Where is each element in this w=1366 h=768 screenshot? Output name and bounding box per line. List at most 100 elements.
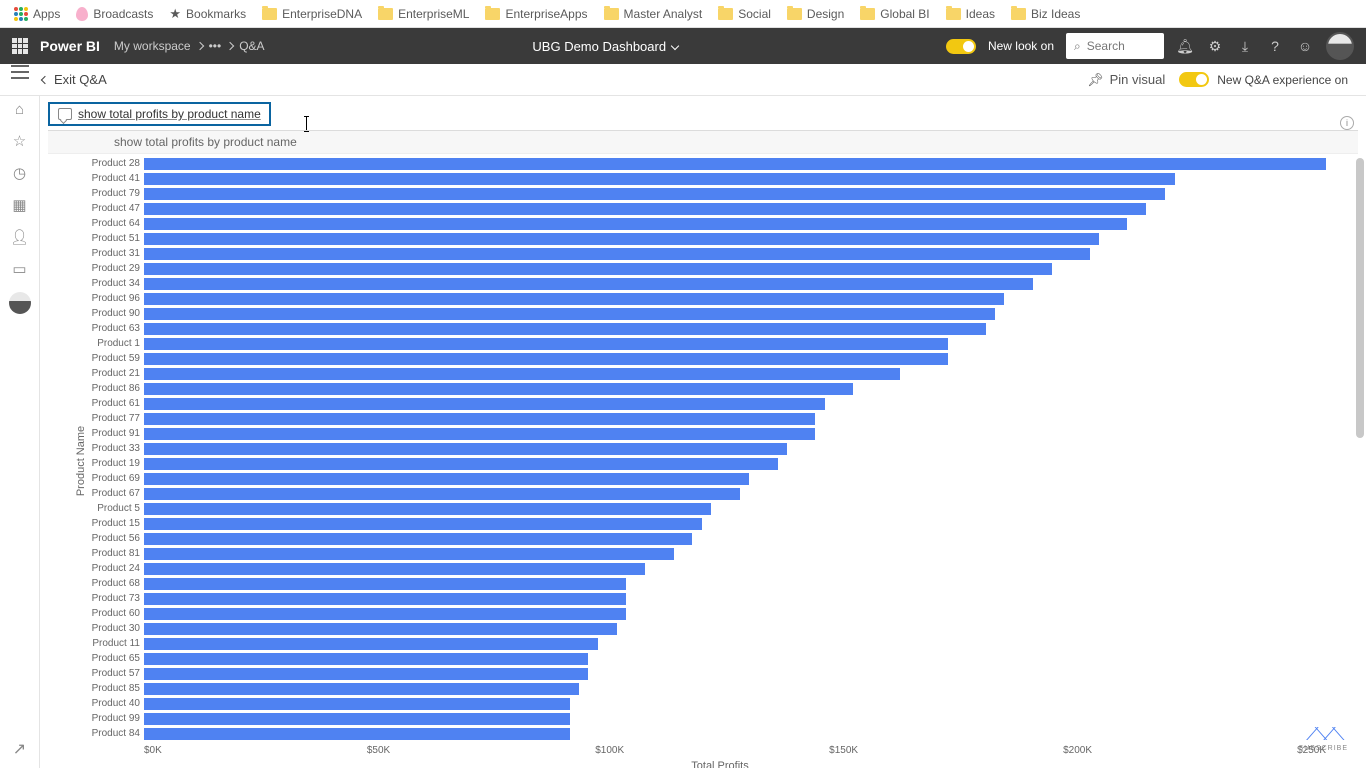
bar[interactable] bbox=[144, 488, 740, 500]
nav-workspaces-icon[interactable]: ▭ bbox=[11, 260, 29, 278]
bar-row: Product 33 bbox=[144, 441, 1326, 456]
bar-label: Product 63 bbox=[86, 323, 144, 334]
bookmark-bizideas[interactable]: Biz Ideas bbox=[1003, 7, 1088, 21]
bookmark-broadcasts[interactable]: Broadcasts bbox=[68, 7, 161, 21]
user-avatar[interactable] bbox=[1326, 32, 1354, 60]
bar[interactable] bbox=[144, 383, 853, 395]
bar[interactable] bbox=[144, 293, 1004, 305]
bar[interactable] bbox=[144, 278, 1033, 290]
bar[interactable] bbox=[144, 413, 815, 425]
qna-sub-header: Exit Q&A 📌︎Pin visual New Q&A experience… bbox=[0, 64, 1366, 96]
bar[interactable] bbox=[144, 593, 626, 605]
bar[interactable] bbox=[144, 203, 1146, 215]
bar[interactable] bbox=[144, 173, 1175, 185]
bar-row: Product 91 bbox=[144, 426, 1326, 441]
bar[interactable] bbox=[144, 563, 645, 575]
bar[interactable] bbox=[144, 548, 674, 560]
bar[interactable] bbox=[144, 263, 1052, 275]
bar-label: Product 24 bbox=[86, 563, 144, 574]
bar[interactable] bbox=[144, 323, 986, 335]
bookmark-ideas[interactable]: Ideas bbox=[938, 7, 1003, 21]
qna-suggestion[interactable]: show total profits by product name bbox=[48, 131, 1358, 154]
bar-row: Product 81 bbox=[144, 546, 1326, 561]
notifications-icon[interactable]: 🔔︎ bbox=[1176, 37, 1194, 55]
bar-row: Product 5 bbox=[144, 501, 1326, 516]
bar-label: Product 11 bbox=[86, 638, 144, 649]
bookmark-design[interactable]: Design bbox=[779, 7, 852, 21]
settings-icon[interactable]: ⚙︎ bbox=[1206, 37, 1224, 55]
bar[interactable] bbox=[144, 713, 570, 725]
qna-input[interactable]: show total profits by product name bbox=[48, 102, 271, 126]
bar[interactable] bbox=[144, 683, 579, 695]
nav-apps-icon[interactable]: ▦ bbox=[11, 196, 29, 214]
new-qna-toggle[interactable] bbox=[1179, 72, 1209, 87]
bar[interactable] bbox=[144, 338, 948, 350]
breadcrumb-workspace[interactable]: My workspace bbox=[114, 39, 191, 53]
bookmark-bookmarks[interactable]: ★Bookmarks bbox=[161, 6, 254, 22]
chevron-right-icon bbox=[195, 42, 203, 50]
bar[interactable] bbox=[144, 308, 995, 320]
exit-qna-button[interactable]: Exit Q&A bbox=[42, 72, 107, 87]
bar[interactable] bbox=[144, 533, 692, 545]
bar[interactable] bbox=[144, 158, 1326, 170]
bookmark-social[interactable]: Social bbox=[710, 7, 779, 21]
bar[interactable] bbox=[144, 398, 825, 410]
bookmark-masteranalyst[interactable]: Master Analyst bbox=[596, 7, 711, 21]
hamburger-icon[interactable] bbox=[11, 65, 29, 79]
search-input[interactable]: ⌕Search bbox=[1066, 33, 1164, 59]
nav-home-icon[interactable]: ⌂ bbox=[11, 100, 29, 118]
bar[interactable] bbox=[144, 638, 598, 650]
xtick: $100K bbox=[595, 745, 624, 756]
feedback-icon[interactable]: ☺︎ bbox=[1296, 37, 1314, 55]
bar[interactable] bbox=[144, 518, 702, 530]
nav-favorites-icon[interactable]: ☆ bbox=[11, 132, 29, 150]
bar[interactable] bbox=[144, 668, 588, 680]
bar-label: Product 99 bbox=[86, 713, 144, 724]
download-icon[interactable]: ⤓ bbox=[1236, 37, 1254, 55]
nav-user-avatar[interactable] bbox=[9, 292, 31, 314]
nav-shared-icon[interactable]: 👤︎ bbox=[11, 228, 29, 246]
bar[interactable] bbox=[144, 443, 787, 455]
bar-row: Product 99 bbox=[144, 711, 1326, 726]
dashboard-selector[interactable]: UBG Demo Dashboard bbox=[532, 39, 678, 54]
bookmark-enterpriseapps[interactable]: EnterpriseApps bbox=[477, 7, 595, 21]
bookmark-enterpriseml[interactable]: EnterpriseML bbox=[370, 7, 477, 21]
bar[interactable] bbox=[144, 578, 626, 590]
bar-row: Product 47 bbox=[144, 201, 1326, 216]
bar[interactable] bbox=[144, 728, 570, 740]
pin-icon: 📌︎ bbox=[1087, 72, 1104, 88]
bar[interactable] bbox=[144, 428, 815, 440]
bar[interactable] bbox=[144, 698, 570, 710]
nav-recent-icon[interactable]: ◷ bbox=[11, 164, 29, 182]
chart-scrollbar[interactable] bbox=[1356, 154, 1364, 768]
folder-icon bbox=[718, 8, 733, 20]
bar[interactable] bbox=[144, 458, 778, 470]
bar[interactable] bbox=[144, 368, 900, 380]
bookmark-enterprisedna[interactable]: EnterpriseDNA bbox=[254, 7, 370, 21]
bar[interactable] bbox=[144, 353, 948, 365]
bookmark-globalbi[interactable]: Global BI bbox=[852, 7, 937, 21]
help-icon[interactable]: ? bbox=[1266, 37, 1284, 55]
bar[interactable] bbox=[144, 218, 1127, 230]
bar-row: Product 73 bbox=[144, 591, 1326, 606]
bar[interactable] bbox=[144, 623, 617, 635]
xtick: $150K bbox=[829, 745, 858, 756]
bar[interactable] bbox=[144, 233, 1099, 245]
pin-visual-button[interactable]: 📌︎Pin visual bbox=[1087, 72, 1165, 88]
folder-icon bbox=[262, 8, 277, 20]
bar[interactable] bbox=[144, 473, 749, 485]
breadcrumb-more[interactable]: ••• bbox=[209, 39, 222, 53]
bar-label: Product 30 bbox=[86, 623, 144, 634]
bar[interactable] bbox=[144, 188, 1165, 200]
bar-label: Product 61 bbox=[86, 398, 144, 409]
nav-getdata-icon[interactable]: ↗ bbox=[11, 740, 29, 758]
bar[interactable] bbox=[144, 608, 626, 620]
chat-icon bbox=[58, 108, 72, 120]
bar[interactable] bbox=[144, 653, 588, 665]
bar[interactable] bbox=[144, 248, 1090, 260]
bookmark-apps[interactable]: Apps bbox=[6, 7, 68, 21]
app-launcher-icon[interactable] bbox=[12, 38, 28, 54]
info-icon[interactable]: i bbox=[1340, 116, 1354, 130]
new-look-toggle[interactable] bbox=[946, 39, 976, 54]
bar[interactable] bbox=[144, 503, 711, 515]
